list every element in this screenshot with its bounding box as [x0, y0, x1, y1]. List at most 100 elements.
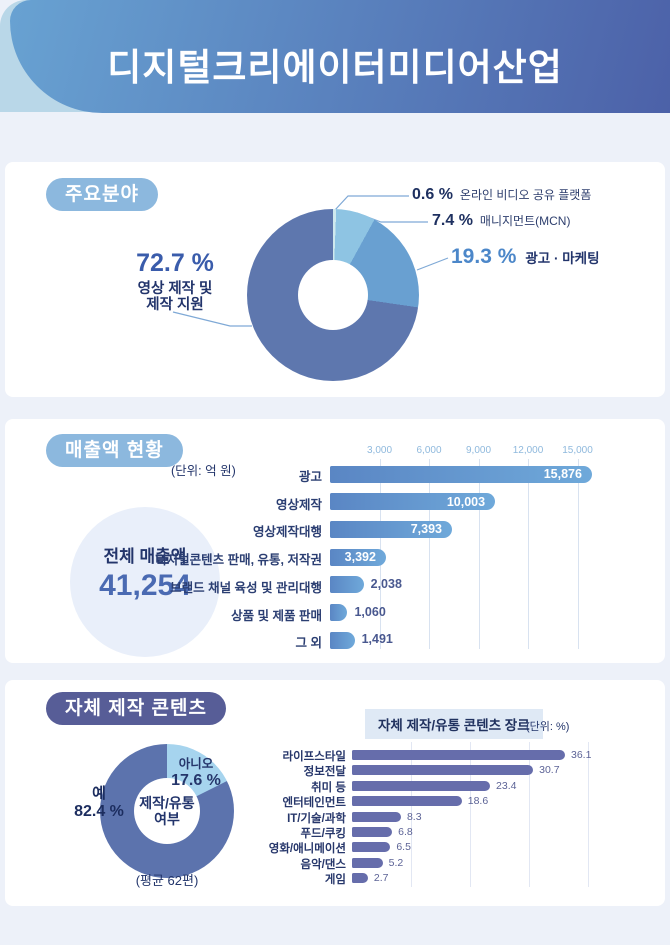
donut-hole — [134, 778, 200, 844]
bar-category-label: 상품 및 제품 판매 — [231, 608, 322, 623]
revenue-unit-note: (단위: 억 원) — [171, 464, 236, 478]
bar-value-label: 6.8 — [398, 826, 413, 838]
callout-pct: 7.4 % — [432, 212, 473, 229]
callout-label: 온라인 비디오 공유 플랫폼 — [459, 188, 592, 202]
x-axis-tick-label: 12,000 — [512, 445, 544, 456]
bar-category-label: 푸드/쿠킹 — [300, 828, 346, 840]
bar-category-label: 엔터테인먼트 — [282, 797, 346, 810]
bar-category-label: 정보전달 — [303, 766, 346, 779]
callout-label: 광고 · 마케팅 — [525, 251, 600, 266]
total-revenue-circle: 전체 매출액 41,254 — [70, 507, 220, 657]
bar-value-label: 7,393 — [410, 522, 442, 537]
bar-value-label: 1,491 — [361, 632, 393, 647]
callout-pct: 0.6 % — [412, 186, 453, 203]
bar: 10,003 — [330, 493, 496, 511]
gridline — [411, 742, 412, 887]
bar-category-label: 디지털콘텐츠 판매, 유통, 저작권 — [155, 553, 322, 568]
section-badge-revenue: 매출액 현황 — [46, 434, 183, 467]
gridline — [577, 459, 579, 649]
bar — [330, 631, 355, 649]
bar — [330, 604, 348, 621]
bar-value-label: 1,060 — [354, 604, 386, 619]
section-own-content: 자체 제작 콘텐츠 제작/유통 여부 아니오 17.6 % 예 82.4 % (… — [5, 680, 665, 906]
bar-value-label: 3,392 — [344, 550, 376, 565]
bar — [352, 842, 391, 853]
bar-value-label: 10,003 — [446, 494, 486, 509]
section-badge-own-content: 자체 제작 콘텐츠 — [46, 692, 226, 725]
callout-video-production: 72.7 % 영상 제작 및 제작 지원 — [100, 250, 250, 313]
callout-pct: 72.7 % — [136, 249, 214, 277]
bar — [352, 873, 368, 884]
bar — [352, 857, 383, 868]
gridline — [529, 742, 530, 887]
bar-category-label: 라이프스타일 — [282, 751, 346, 763]
section-badge-main-fields: 주요분야 — [46, 178, 158, 211]
total-revenue-value: 41,254 — [99, 568, 191, 602]
bar-value-label: 23.4 — [496, 779, 517, 792]
bar-value-label: 2,038 — [370, 576, 402, 591]
bar-value-label: 6.5 — [396, 841, 411, 854]
section-main-fields: 주요분야 72.7 % 영상 제작 및 제작 지원 0.6 % 온라인 비디오 … — [5, 162, 665, 397]
bar-category-label: 취미 등 — [311, 781, 346, 794]
x-axis-tick-label: 3,000 — [366, 445, 393, 456]
bar-value-label: 8.3 — [406, 810, 422, 823]
yes-label: 예 — [92, 785, 106, 802]
bar — [352, 827, 393, 837]
callout-management-mcn: 7.4 % 매니지먼트(MCN) — [432, 212, 570, 230]
genre-chart-title: 자체 제작/유통 콘텐츠 장르 — [365, 709, 543, 739]
x-axis-tick-label: 15,000 — [562, 445, 593, 456]
bar-value-label: 36.1 — [570, 749, 592, 761]
section-revenue: 매출액 현황 (단위: 억 원) 전체 매출액 41,254 3,000 6,00… — [5, 419, 665, 663]
callout-yes: 예 82.4 % — [57, 782, 141, 821]
callout-ad-marketing: 19.3 % 광고 · 마케팅 — [451, 245, 600, 269]
bar — [352, 780, 491, 791]
callout-online-video-platform: 0.6 % 온라인 비디오 공유 플랫폼 — [412, 186, 591, 204]
genre-chart-unit: (단위: %) — [526, 721, 570, 733]
genre-bar-chart: 라이프스타일 36.1 정보전달 30.7 취미 등 23.4 엔터테인먼트 18.6 IT/기… — [5, 680, 665, 906]
donut-center-label: 제작/유통 여부 — [117, 795, 217, 827]
callout-label-line1: 영상 제작 및 — [137, 281, 213, 297]
average-note: (평균 62편) — [135, 873, 199, 888]
bar-category-label: 브랜드 채널 육성 및 관리대행 — [170, 580, 322, 595]
bar-category-label: 영화/애니메이션 — [268, 843, 346, 856]
callout-label-line2: 제작 지원 — [146, 297, 204, 313]
bar — [330, 576, 364, 594]
bar-category-label: 영상제작 — [275, 497, 322, 512]
callout-label: 매니지먼트(MCN) — [479, 214, 571, 228]
callout-no: 아니오 17.6 % — [156, 753, 236, 790]
bar-value-label: 15,876 — [543, 467, 582, 481]
x-axis-tick-label: 9,000 — [465, 445, 492, 456]
bar: 7,393 — [330, 520, 452, 538]
bar-category-label: 게임 — [324, 874, 346, 887]
bar: 3,392 — [330, 548, 386, 566]
bar: 15,876 — [330, 465, 592, 483]
total-revenue-label: 전체 매출액 — [103, 546, 187, 566]
gridline — [429, 459, 430, 649]
donut-hole — [298, 260, 368, 330]
bar — [352, 811, 401, 822]
bar — [352, 796, 462, 807]
main-fields-donut-chart — [247, 209, 419, 381]
gridline — [478, 459, 480, 649]
no-pct: 17.6 % — [171, 772, 221, 789]
bar — [352, 750, 565, 760]
page-title: 디지털크리에이터미디어산업 — [107, 47, 563, 88]
donut-center-line1: 제작/유통 — [139, 795, 195, 811]
donut-center-line2: 여부 — [154, 811, 180, 827]
bar-category-label: 그 외 — [295, 636, 322, 651]
callout-pct: 19.3 % — [451, 245, 517, 268]
gridline — [588, 742, 589, 887]
bar-category-label: IT/기술/과학 — [287, 812, 346, 825]
gridline — [528, 459, 529, 649]
bar-value-label: 2.7 — [373, 872, 389, 885]
gridline — [470, 742, 471, 887]
bar-category-label: 음악/댄스 — [300, 858, 346, 871]
revenue-bar-chart: 3,000 6,000 9,000 12,000 15,000 광고 15,876 영상제작 1… — [5, 419, 665, 663]
x-axis-tick-label: 6,000 — [416, 445, 442, 456]
yes-pct: 82.4 % — [74, 803, 124, 820]
bar-value-label: 18.6 — [467, 795, 489, 808]
own-content-donut-chart — [100, 744, 234, 878]
bar-value-label: 30.7 — [539, 764, 560, 777]
no-label: 아니오 — [178, 757, 214, 771]
